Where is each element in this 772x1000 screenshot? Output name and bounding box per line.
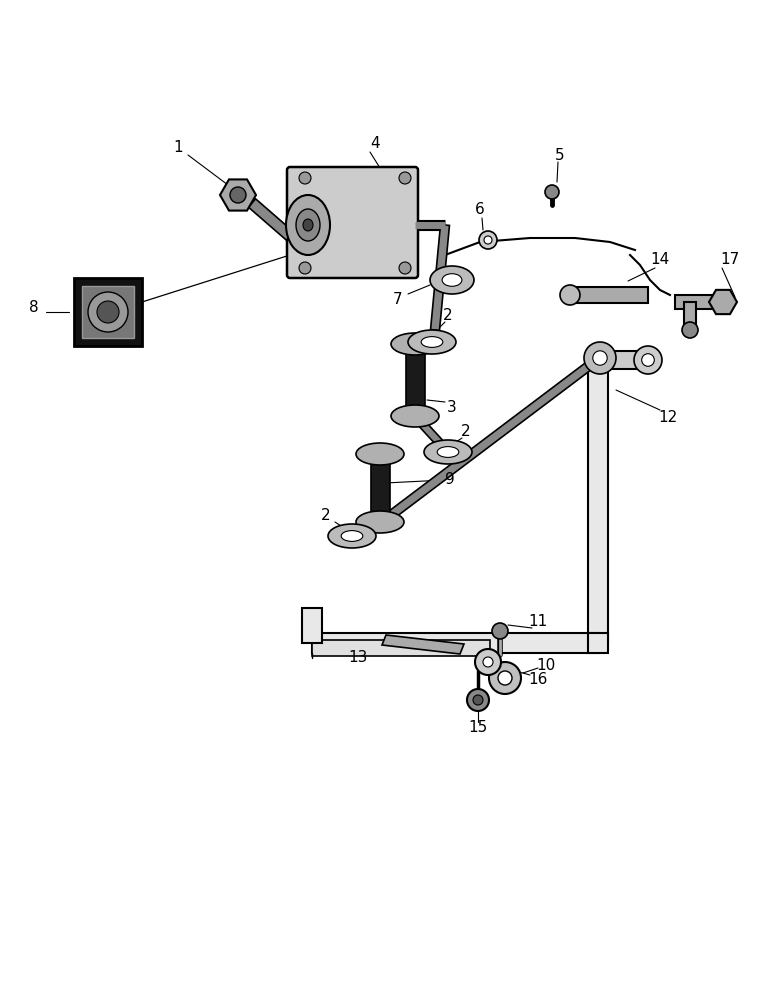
Circle shape — [498, 671, 512, 685]
Circle shape — [483, 657, 493, 667]
Polygon shape — [570, 287, 648, 303]
Text: 6: 6 — [475, 202, 485, 218]
Polygon shape — [684, 302, 696, 330]
Polygon shape — [312, 633, 598, 653]
Ellipse shape — [593, 351, 608, 365]
Circle shape — [97, 301, 119, 323]
Circle shape — [475, 649, 501, 675]
Ellipse shape — [303, 219, 313, 231]
Ellipse shape — [642, 354, 655, 366]
Text: 4: 4 — [371, 136, 380, 151]
Ellipse shape — [430, 266, 474, 294]
Text: 1: 1 — [173, 140, 183, 155]
Circle shape — [399, 172, 411, 184]
Ellipse shape — [328, 524, 376, 548]
Ellipse shape — [286, 195, 330, 255]
Polygon shape — [431, 225, 449, 330]
Circle shape — [682, 322, 698, 338]
Ellipse shape — [422, 337, 443, 347]
Bar — [371, 454, 390, 522]
Text: 2: 2 — [443, 308, 453, 322]
Ellipse shape — [356, 443, 404, 465]
Text: 17: 17 — [720, 252, 740, 267]
Text: 2: 2 — [461, 424, 471, 440]
Polygon shape — [220, 179, 256, 211]
Bar — [82, 286, 134, 338]
Circle shape — [473, 695, 483, 705]
Text: 13: 13 — [348, 650, 367, 666]
Circle shape — [479, 231, 497, 249]
Text: 14: 14 — [650, 252, 669, 267]
Polygon shape — [412, 413, 451, 455]
Text: 10: 10 — [537, 658, 556, 672]
Circle shape — [299, 172, 311, 184]
Ellipse shape — [442, 274, 462, 286]
Circle shape — [467, 689, 489, 711]
Polygon shape — [709, 290, 737, 314]
Polygon shape — [382, 635, 464, 654]
Circle shape — [545, 185, 559, 199]
Ellipse shape — [437, 447, 459, 457]
Polygon shape — [367, 361, 593, 535]
Ellipse shape — [296, 209, 320, 241]
Text: 15: 15 — [469, 720, 488, 736]
Text: 16: 16 — [528, 672, 547, 688]
Bar — [405, 344, 425, 416]
Text: 5: 5 — [555, 147, 565, 162]
Ellipse shape — [408, 330, 456, 354]
Polygon shape — [350, 518, 382, 540]
Circle shape — [299, 262, 311, 274]
Text: 2: 2 — [321, 508, 331, 524]
Text: 9: 9 — [445, 473, 455, 488]
Text: 8: 8 — [29, 300, 39, 314]
Circle shape — [230, 187, 246, 203]
Ellipse shape — [584, 342, 616, 374]
Circle shape — [492, 623, 508, 639]
Circle shape — [560, 285, 580, 305]
Polygon shape — [598, 351, 646, 369]
Ellipse shape — [424, 440, 472, 464]
Text: 12: 12 — [659, 410, 678, 426]
Circle shape — [88, 292, 128, 332]
Ellipse shape — [356, 511, 404, 533]
Text: 3: 3 — [447, 400, 457, 416]
Polygon shape — [302, 608, 322, 643]
Polygon shape — [588, 360, 608, 643]
Ellipse shape — [341, 531, 363, 541]
Polygon shape — [312, 640, 490, 656]
Polygon shape — [249, 199, 293, 240]
Ellipse shape — [634, 346, 662, 374]
Circle shape — [489, 662, 521, 694]
Polygon shape — [675, 295, 723, 309]
FancyBboxPatch shape — [287, 167, 418, 278]
Text: 7: 7 — [393, 292, 403, 308]
Ellipse shape — [391, 333, 439, 355]
Text: 11: 11 — [528, 614, 547, 630]
Circle shape — [484, 236, 492, 244]
Circle shape — [399, 262, 411, 274]
Bar — [588, 633, 608, 653]
Ellipse shape — [391, 405, 439, 427]
Bar — [74, 278, 142, 346]
